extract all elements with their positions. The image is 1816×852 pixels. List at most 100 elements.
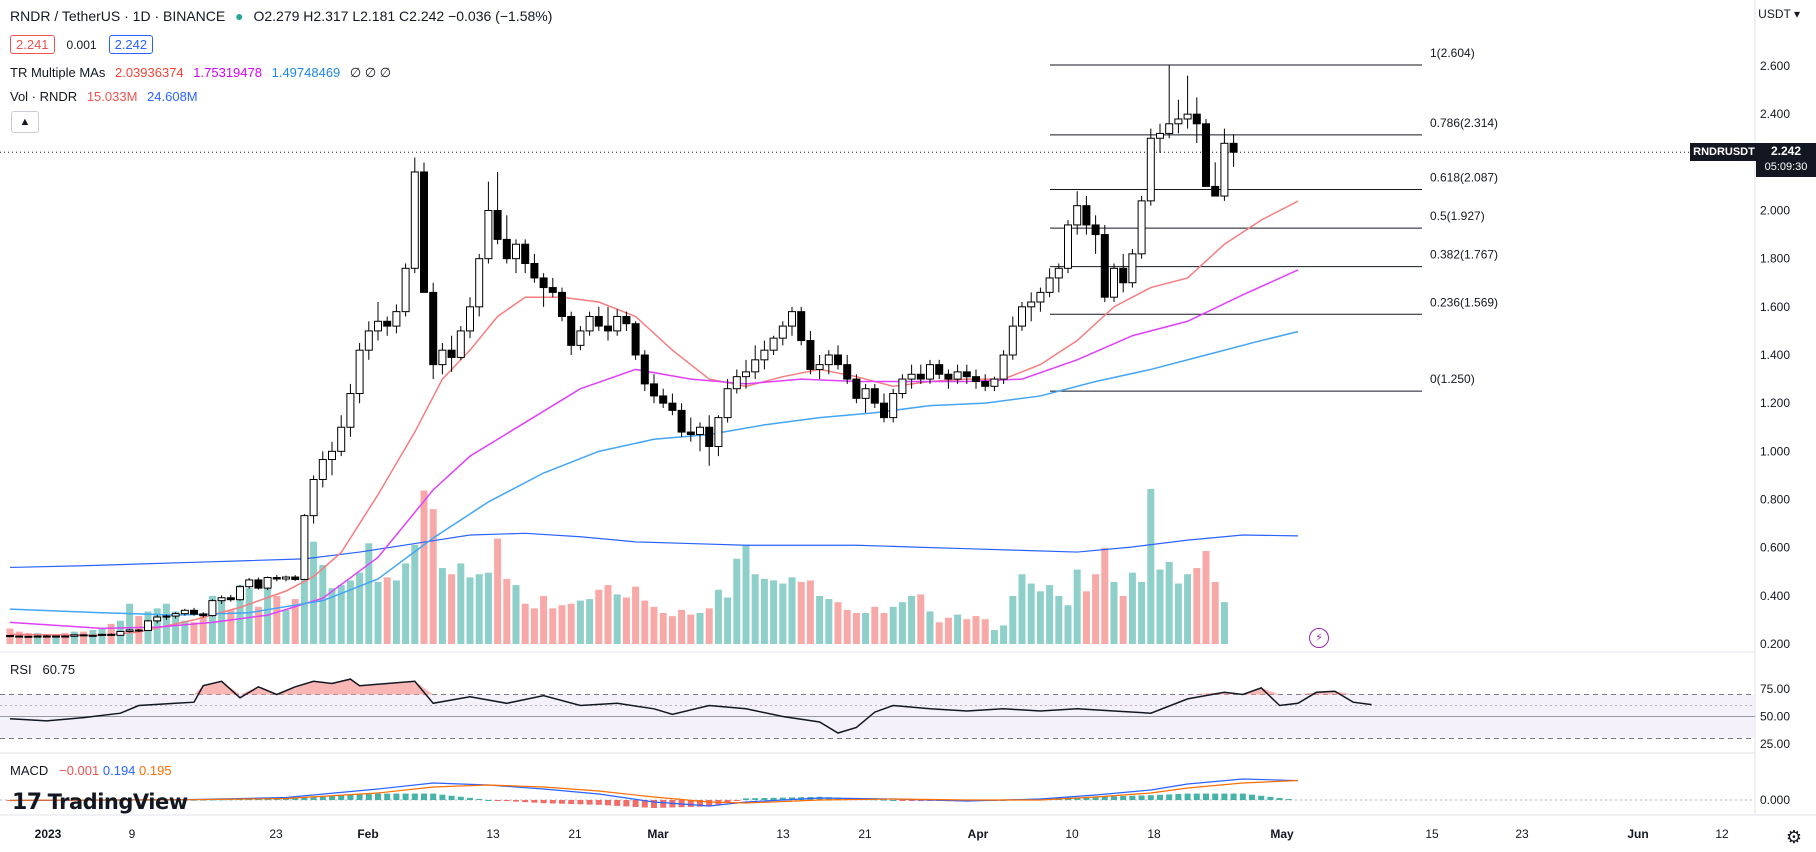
- volume-bar: [816, 595, 824, 644]
- volume-bar: [1202, 551, 1210, 644]
- volume-bar: [254, 606, 262, 644]
- volume-bar: [760, 578, 768, 644]
- ma-legend[interactable]: TR Multiple MAs 2.03936374 1.75319478 1.…: [10, 65, 397, 81]
- volume-bar: [1092, 574, 1100, 644]
- currency-selector[interactable]: USDT ▾: [1758, 7, 1800, 21]
- symbol-title[interactable]: RNDR / TetherUS · 1D · BINANCE: [10, 8, 226, 24]
- macd-histogram-bar: [1074, 797, 1081, 800]
- candle-body: [521, 243, 530, 264]
- collapse-legend-button[interactable]: ▲: [11, 111, 39, 133]
- candle-body: [318, 459, 327, 481]
- macd-histogram-bar: [697, 800, 703, 807]
- rsi-tick-label: 75.00: [1760, 682, 1790, 696]
- ma-value-empty: ∅ ∅ ∅: [349, 65, 392, 80]
- volume-bar: [503, 578, 511, 644]
- macd-histogram-bar: [402, 793, 409, 800]
- candle-body: [705, 426, 714, 448]
- macd-histogram-bar: [641, 800, 648, 808]
- volume-legend[interactable]: Vol · RNDR 15.033M 24.608M: [10, 89, 204, 104]
- candle-body: [33, 635, 42, 638]
- volume-bar: [1174, 583, 1182, 644]
- macd-label: MACD: [10, 763, 49, 778]
- volume-bar: [613, 594, 621, 644]
- rsi-legend[interactable]: RSI 60.75: [10, 662, 75, 677]
- volume-bar: [797, 582, 805, 644]
- volume-bar: [61, 633, 69, 644]
- candle-body: [769, 337, 778, 351]
- volume-bar: [917, 594, 925, 644]
- macd-histogram-bar: [1138, 795, 1145, 800]
- candle-body: [98, 633, 106, 636]
- macd-histogram-bar: [421, 793, 427, 800]
- candle-body: [493, 210, 502, 240]
- macd-histogram-bar: [623, 800, 630, 807]
- volume-bar: [383, 577, 391, 644]
- candle-body: [1220, 142, 1229, 197]
- candle-body: [686, 431, 695, 435]
- macd-histogram-bar: [485, 800, 492, 801]
- macd-histogram-bar: [1101, 796, 1108, 800]
- volume-bar: [190, 622, 198, 644]
- last-price: 2.242: [1770, 144, 1802, 158]
- volume-bar: [595, 589, 603, 644]
- macd-histogram-bar: [660, 800, 667, 808]
- volume-bar: [126, 603, 134, 644]
- volume-bar: [1184, 574, 1192, 644]
- volume-bar: [834, 602, 842, 644]
- time-tick-label: Jun: [1627, 827, 1648, 841]
- candle-body: [613, 315, 622, 332]
- candle-body: [217, 597, 226, 602]
- tradingview-logo[interactable]: 17 TradingView: [12, 790, 188, 815]
- volume-bar: [1027, 583, 1035, 644]
- fib-level-label: 0.382(1.767): [1430, 248, 1498, 262]
- macd-histogram-bar: [1212, 793, 1219, 800]
- candle-body: [824, 354, 833, 366]
- price-tick-label: 2.600: [1760, 59, 1790, 73]
- volume-bar: [843, 609, 851, 644]
- candle-body: [999, 354, 1008, 380]
- candle-body: [162, 615, 171, 618]
- volume-bar: [1036, 591, 1044, 644]
- ma-value-20: 2.03936374: [114, 65, 184, 80]
- candle-body: [401, 267, 410, 313]
- volume-bar: [972, 616, 980, 644]
- volume-bar: [963, 619, 971, 644]
- candle-body: [125, 629, 134, 632]
- candle-body: [107, 633, 116, 636]
- candle-body: [972, 376, 980, 382]
- candle-body: [843, 364, 852, 380]
- macd-histogram-bar: [761, 798, 768, 800]
- candle-body: [640, 354, 649, 385]
- candle-body: [171, 613, 180, 617]
- price-tick-label: 1.800: [1760, 252, 1790, 266]
- candle-body: [1119, 267, 1128, 284]
- macd-histogram-bar: [1157, 794, 1163, 800]
- volume-bar: [34, 633, 42, 644]
- volume-bar: [356, 572, 364, 644]
- fib-level-label: 1(2.604): [1430, 46, 1475, 60]
- symbol-price-tag: RNDRUSDT: [1690, 143, 1758, 161]
- sell-price-button[interactable]: 2.241: [10, 35, 55, 54]
- candle-body: [1229, 142, 1238, 153]
- volume-bar: [245, 588, 253, 644]
- volume-bar: [871, 606, 879, 644]
- volume-bar: [622, 597, 630, 644]
- volume-bar: [530, 608, 538, 644]
- candle-body: [300, 515, 309, 580]
- macd-histogram-value: −0.001: [59, 763, 100, 778]
- gear-icon[interactable]: ⚙: [1785, 827, 1802, 847]
- candle-body: [1100, 234, 1109, 298]
- macd-histogram-bar: [1221, 793, 1228, 800]
- candle-body: [42, 635, 51, 638]
- candle-body: [815, 364, 824, 370]
- macd-histogram-bar: [1129, 795, 1136, 800]
- time-tick-label: 10: [1065, 827, 1079, 841]
- tradingview-logo-icon: 17: [12, 790, 42, 815]
- lightning-icon[interactable]: ⚡: [1309, 628, 1329, 648]
- volume-bar: [15, 631, 23, 644]
- buy-price-button[interactable]: 2.242: [108, 35, 154, 54]
- macd-legend[interactable]: MACD −0.001 0.194 0.195: [10, 763, 172, 778]
- ma20-line: [9, 200, 1299, 637]
- volume-bar: [310, 541, 318, 644]
